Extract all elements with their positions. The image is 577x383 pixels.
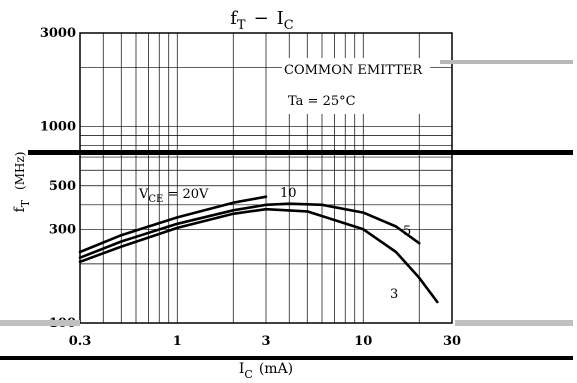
title-f: f	[230, 8, 238, 29]
scan-bar-bottom-gray-right	[455, 320, 573, 326]
y-axis-title: fT (MHz)	[12, 152, 32, 213]
y-axis-t: T	[19, 199, 32, 207]
vce-v: V	[138, 187, 149, 202]
curve-vce-10	[78, 195, 268, 254]
y-tick-labels: 10030050010003000	[40, 26, 76, 331]
vce-value: = 20V	[163, 187, 209, 202]
curve-vce-3	[78, 207, 439, 304]
title-i: I	[277, 8, 284, 29]
x-tick-label: 10	[354, 334, 372, 349]
scan-bar-bottom-gray	[0, 320, 80, 326]
scan-bar-bottom-black	[0, 356, 573, 360]
title-f-sub: T	[237, 18, 246, 33]
x-tick-label: 0.3	[69, 334, 92, 349]
title-dash: −	[254, 8, 269, 29]
vce-label: VCE = 20V	[138, 187, 209, 205]
ta-label: Ta = 25°C	[288, 94, 356, 109]
x-tick-label: 1	[173, 334, 182, 349]
common-emitter-label: COMMON EMITTER	[284, 63, 423, 78]
y-tick-label: 1000	[40, 120, 76, 135]
y-tick-label: 3000	[40, 26, 76, 41]
curves	[78, 195, 439, 304]
vce-sub: CE	[148, 194, 163, 205]
y-axis-unit: (MHz)	[13, 152, 27, 190]
y-tick-label: 500	[49, 179, 76, 194]
x-tick-label: 30	[443, 334, 461, 349]
series-label-10: 10	[280, 186, 297, 201]
y-axis-f: f	[12, 205, 28, 212]
chart-title: fT − IC	[230, 8, 294, 33]
x-tick-labels: 0.3 1 3 10 30	[69, 334, 461, 349]
annotation-background	[282, 58, 430, 114]
series-label-3: 3	[390, 287, 398, 302]
x-tick-label: 3	[261, 334, 270, 349]
scan-bar-top-right	[440, 60, 573, 64]
curve-vce-5	[78, 202, 421, 259]
title-i-sub: C	[284, 18, 294, 33]
x-axis-title: IC (mA)	[239, 361, 293, 381]
x-axis-c: C	[244, 368, 252, 381]
y-tick-label: 300	[49, 222, 76, 237]
scan-bar-middle	[28, 150, 573, 155]
series-label-5: 5	[403, 224, 411, 239]
x-axis-i: I	[239, 361, 245, 377]
x-axis-unit: (mA)	[259, 361, 293, 377]
